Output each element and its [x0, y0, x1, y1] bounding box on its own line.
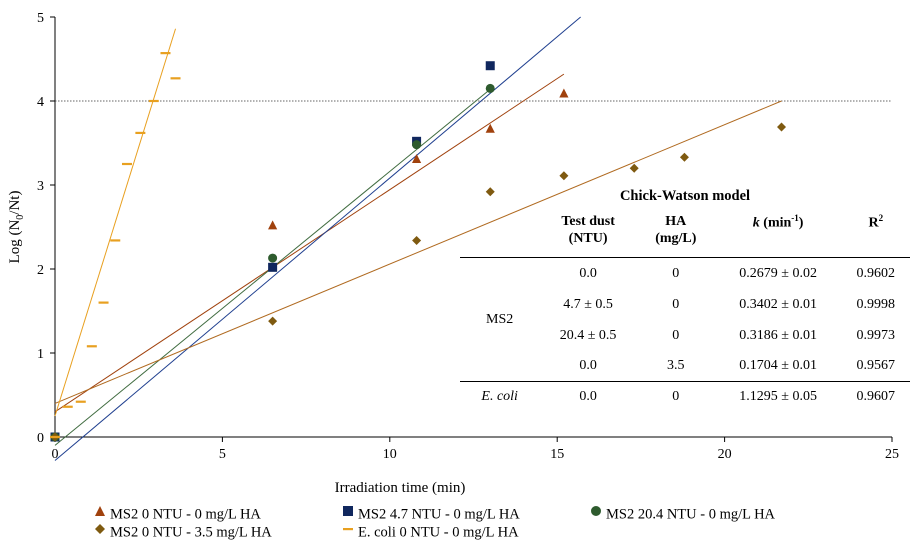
cell-k: 1.1295 ± 0.05: [739, 388, 817, 404]
cell-r2: 0.9973: [856, 328, 896, 343]
cell-ha: 0: [672, 265, 680, 281]
dash-point: [86, 345, 97, 348]
triangle-point: [485, 123, 495, 133]
x-tick-label: 0: [52, 447, 59, 462]
table-row: MS2 0.0 0 0.2679 ± 0.02 0.9602: [460, 258, 910, 327]
x-axis-title: Irradiation time (min): [335, 480, 466, 496]
y-tick-label: 2: [37, 263, 44, 278]
square-point: [268, 262, 278, 272]
table-row: 0.0 3.5 0.1704 ± 0.01 0.9567: [460, 352, 910, 382]
chick-watson-table: Chick-Watson model Test dust (NTU) HA (mg/…: [460, 188, 910, 412]
square-marker-icon: [343, 506, 353, 516]
axes: 0 5 10 15 20 25 0 1 2 3 4 5: [37, 11, 899, 462]
x-tick-label: 10: [383, 447, 397, 462]
y-tick-label: 5: [37, 11, 44, 26]
legend-item: MS2 0 NTU - 0 mg/L HA: [94, 505, 261, 524]
diamond-point: [268, 316, 278, 326]
x-tick-label: 25: [885, 447, 899, 462]
legend-item: E. coli 0 NTU - 0 mg/L HA: [342, 523, 519, 542]
x-tick-label: 20: [718, 447, 732, 462]
cell-ha: 0: [672, 297, 680, 312]
cell-k: 0.1704 ± 0.01: [739, 358, 817, 374]
dash-marker-icon: [343, 528, 353, 531]
y-axis-title: Log (N0/Nt): [7, 191, 26, 264]
fit-line: [54, 28, 177, 417]
circle-point: [412, 140, 422, 150]
dash-point: [75, 400, 86, 403]
dash-point: [170, 77, 181, 80]
cell-r2: 0.9602: [856, 265, 896, 281]
cell-k: 0.2679 ± 0.02: [739, 265, 817, 281]
cell-dust: 0.0: [579, 388, 597, 404]
legend-item: MS2 0 NTU - 3.5 mg/L HA: [94, 523, 272, 542]
cell-k: 0.3186 ± 0.01: [739, 328, 817, 343]
cell-ha: 3.5: [667, 358, 685, 374]
diamond-point: [412, 235, 422, 245]
cell-dust: 0.0: [579, 265, 597, 281]
square-point: [485, 61, 495, 71]
diamond-point: [485, 187, 495, 197]
diamond-point: [777, 122, 787, 132]
legend: MS2 0 NTU - 0 mg/L HA MS2 4.7 NTU - 0 mg…: [0, 503, 910, 543]
group-ecoli: E. coli: [481, 388, 518, 404]
circle-point: [268, 253, 278, 263]
diamond-marker-icon: [95, 524, 105, 534]
table-row: 20.4 ± 0.5 0 0.3186 ± 0.01 0.9973: [460, 321, 910, 352]
y-tick-label: 0: [37, 431, 44, 446]
group-ms2: MS2: [486, 311, 514, 327]
table-row: 4.7 ± 0.5 0 0.3402 ± 0.01 0.9998: [460, 290, 910, 321]
y-tick-label: 3: [37, 179, 44, 194]
dash-point: [62, 405, 73, 408]
cell-dust: 20.4 ± 0.5: [559, 328, 617, 343]
cell-ha: 0: [672, 388, 680, 404]
fit-line: [54, 100, 782, 404]
legend-item: MS2 4.7 NTU - 0 mg/L HA: [342, 505, 520, 524]
table-row: E. coli 0.0 0 1.1295 ± 0.05 0.9607: [460, 382, 910, 412]
cell-dust: 4.7 ± 0.5: [563, 297, 613, 312]
triangle-point: [559, 88, 569, 98]
y-tick-label: 1: [37, 347, 44, 362]
header-r2: R2: [868, 213, 884, 231]
triangle-point: [268, 220, 278, 230]
diamond-point: [629, 163, 639, 173]
legend-item: MS2 20.4 NTU - 0 mg/L HA: [590, 505, 775, 524]
dash-point: [98, 301, 109, 304]
circle-marker-icon: [591, 506, 601, 516]
x-tick-label: 15: [550, 447, 564, 462]
triangle-point: [411, 153, 422, 163]
header-ha: HA (mg/L): [655, 214, 697, 246]
diamond-point: [559, 171, 569, 181]
cell-r2: 0.9607: [856, 388, 896, 404]
dash-point: [160, 52, 171, 55]
table-title: Chick-Watson model: [619, 188, 751, 204]
x-tick-label: 5: [219, 447, 226, 462]
fit-line: [54, 73, 565, 413]
cell-ha: 0: [672, 328, 680, 343]
cell-r2: 0.9998: [856, 297, 896, 312]
y-tick-label: 4: [37, 95, 44, 110]
dash-point: [121, 162, 132, 166]
table-header-row: Test dust (NTU) HA (mg/L) k (min-1) R2: [460, 213, 910, 258]
dash-point: [50, 435, 60, 439]
triangle-marker-icon: [95, 506, 105, 516]
cell-dust: 0.0: [579, 358, 597, 374]
cell-r2: 0.9567: [856, 358, 896, 374]
circle-point: [485, 83, 495, 93]
diamond-point: [679, 152, 689, 162]
header-k: k (min-1): [752, 213, 804, 231]
cell-k: 0.3402 ± 0.01: [739, 297, 817, 312]
dash-point: [110, 239, 121, 242]
dash-point: [148, 99, 159, 103]
data-points: [50, 52, 787, 442]
header-test-dust: Test dust (NTU): [561, 214, 615, 246]
dash-point: [135, 131, 146, 135]
